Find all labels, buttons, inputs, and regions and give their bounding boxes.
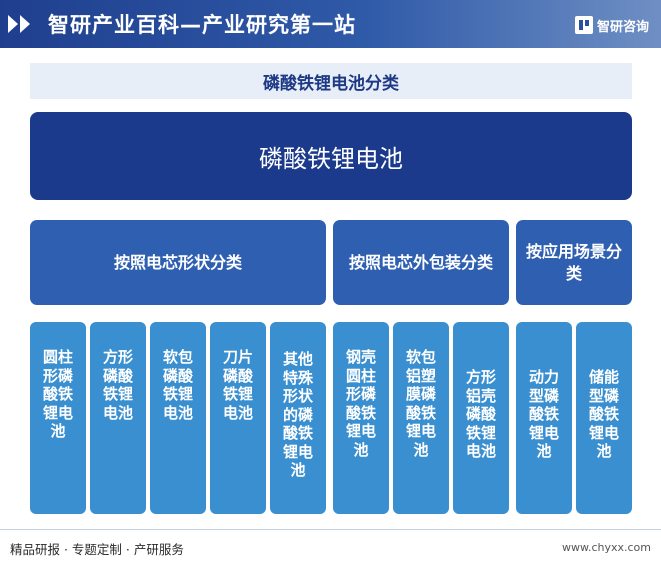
- leaf-node: 刀片磷酸铁锂电池: [210, 322, 266, 514]
- brand-name: 智研咨询: [596, 19, 649, 35]
- leaf-node: 其他特殊形状的磷酸铁锂电池: [270, 322, 326, 514]
- leaf-node: 方形铝壳磷酸铁锂电池: [453, 322, 509, 514]
- leaf-node: 储能型磷酸铁锂电池: [576, 322, 632, 514]
- header-banner: 智研产业百科—产业研究第一站 智研咨询: [0, 0, 661, 48]
- footer-url: www.chyxx.com: [561, 541, 651, 554]
- category-label: 按应用场景分类: [525, 241, 622, 283]
- leaf-node: 软包铝塑膜磷酸铁锂电池: [393, 322, 449, 514]
- diagram-subtitle: 磷酸铁锂电池分类: [30, 63, 632, 99]
- leaf-label: 圆柱形磷酸铁锂电池: [42, 348, 73, 440]
- leaf-label: 方形铝壳磷酸铁锂电池: [465, 368, 496, 460]
- leaf-label: 刀片磷酸铁锂电池: [222, 348, 253, 422]
- chevron-right-icon: [20, 15, 30, 33]
- leaf-node: 动力型磷酸铁锂电池: [516, 322, 572, 514]
- leaf-label: 储能型磷酸铁锂电池: [588, 368, 619, 460]
- footer-divider: [0, 529, 661, 530]
- category-label: 按照电芯外包装分类: [348, 252, 493, 272]
- leaf-label: 软包铝塑膜磷酸铁锂电池: [405, 348, 436, 459]
- leaf-label: 动力型磷酸铁锂电池: [528, 368, 559, 460]
- root-node: 磷酸铁锂电池: [30, 112, 632, 200]
- category-shape: 按照电芯形状分类: [30, 220, 326, 305]
- leaf-label: 钢壳圆柱形磷酸铁锂电池: [345, 348, 376, 459]
- leaf-label: 软包磷酸铁锂电池: [162, 348, 193, 422]
- root-node-label: 磷酸铁锂电池: [259, 144, 403, 173]
- category-packaging: 按照电芯外包装分类: [333, 220, 509, 305]
- brand-logo: 智研咨询: [574, 15, 649, 35]
- category-label: 按照电芯形状分类: [113, 252, 242, 272]
- leaf-node: 软包磷酸铁锂电池: [150, 322, 206, 514]
- leaf-label: 其他特殊形状的磷酸铁锂电池: [282, 350, 313, 479]
- page-title: 智研产业百科—产业研究第一站: [48, 13, 356, 37]
- category-application: 按应用场景分类: [516, 220, 632, 305]
- chevron-right-icon: [8, 15, 18, 33]
- leaf-node: 方形磷酸铁锂电池: [90, 322, 146, 514]
- diagram-subtitle-text: 磷酸铁锂电池分类: [263, 73, 399, 94]
- leaf-node: 钢壳圆柱形磷酸铁锂电池: [333, 322, 389, 514]
- footer-tagline: 精品研报 · 专题定制 · 产研服务: [10, 542, 184, 557]
- leaf-label: 方形磷酸铁锂电池: [102, 348, 133, 422]
- zhiyan-logo-icon: [574, 16, 593, 34]
- leaf-node: 圆柱形磷酸铁锂电池: [30, 322, 86, 514]
